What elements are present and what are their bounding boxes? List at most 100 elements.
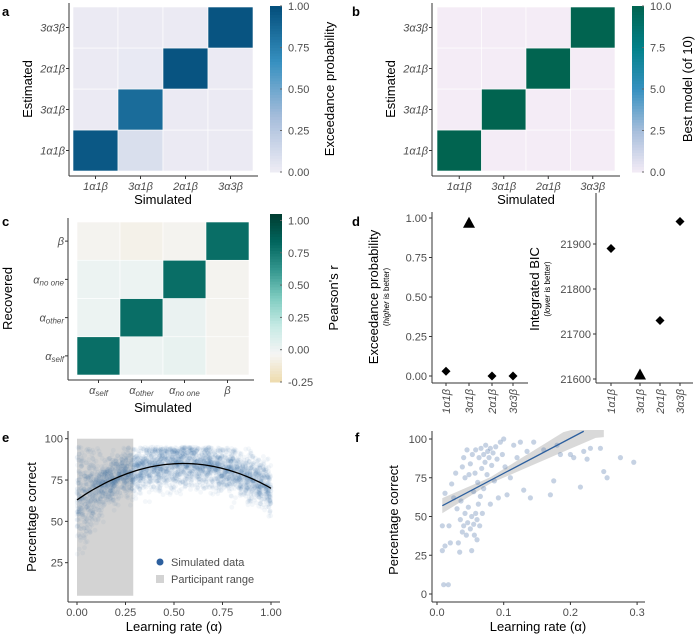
- simulated-point: [105, 466, 111, 472]
- simulated-point: [87, 500, 93, 505]
- simulated-point: [207, 456, 213, 462]
- simulated-point: [246, 469, 252, 475]
- simulated-point: [201, 447, 207, 453]
- simulated-point: [137, 472, 143, 478]
- simulated-point: [82, 453, 88, 458]
- colorbar-segment: [270, 58, 282, 62]
- simulated-point: [217, 456, 223, 462]
- heatmap-cell: [481, 88, 527, 131]
- simulated-point: [108, 470, 114, 476]
- simulated-point: [266, 469, 272, 474]
- colorbar-segment: [270, 331, 282, 335]
- simulated-point: [124, 454, 129, 460]
- simulated-point: [244, 485, 249, 491]
- colorbar-segment: [270, 365, 282, 369]
- simulated-point: [235, 457, 241, 463]
- simulated-point: [252, 480, 258, 486]
- simulated-point: [198, 456, 204, 461]
- colorbar-segment: [632, 55, 644, 60]
- simulated-point: [245, 485, 251, 491]
- heatmap-cell: [481, 129, 527, 172]
- participant-point: [584, 456, 590, 462]
- simulated-point: [261, 467, 266, 473]
- simulated-point: [95, 446, 100, 451]
- simulated-point: [96, 513, 102, 519]
- simulated-point: [109, 481, 115, 487]
- simulated-point: [77, 526, 83, 532]
- colorbar-tick-label: 2.5: [650, 126, 665, 138]
- colorbar-segment: [270, 300, 282, 305]
- colorbar-segment: [270, 80, 282, 84]
- simulated-point: [96, 508, 102, 513]
- simulated-point: [121, 468, 127, 474]
- simulated-point: [106, 494, 111, 499]
- simulated-point: [83, 470, 89, 476]
- simulated-point: [151, 484, 156, 490]
- simulated-point: [156, 470, 162, 476]
- simulated-point: [160, 473, 166, 479]
- x-axis-title: Learning rate (α): [490, 619, 586, 634]
- simulated-point: [177, 478, 182, 483]
- simulated-point: [149, 461, 155, 467]
- simulated-point: [205, 467, 211, 473]
- colorbar-tick-label: -0.25: [288, 377, 313, 389]
- simulated-point: [210, 458, 216, 463]
- y-tick-label: 100: [45, 434, 63, 446]
- simulated-point: [150, 475, 156, 481]
- simulated-point: [236, 479, 242, 484]
- simulated-point: [243, 464, 249, 470]
- colorbar-segment: [632, 77, 644, 82]
- participant-point: [471, 521, 477, 527]
- participant-point: [441, 582, 447, 588]
- simulated-point: [172, 450, 178, 456]
- simulated-point: [164, 449, 169, 455]
- simulated-point: [183, 481, 188, 487]
- simulated-point: [139, 458, 145, 464]
- simulated-point: [206, 460, 211, 466]
- simulated-point: [99, 507, 104, 513]
- simulated-point: [208, 460, 213, 465]
- simulated-point: [174, 463, 180, 469]
- colorbar-segment: [270, 275, 282, 279]
- colorbar-tick-label: 0.50: [288, 280, 309, 292]
- simulated-point: [246, 498, 251, 504]
- simulated-point: [110, 464, 116, 470]
- simulated-point: [232, 448, 237, 454]
- simulated-point: [92, 467, 98, 473]
- simulated-point: [108, 488, 114, 494]
- simulated-point: [237, 475, 243, 481]
- simulated-point: [134, 462, 140, 468]
- simulated-point: [115, 496, 121, 502]
- participant-point: [514, 455, 520, 461]
- simulated-point: [235, 478, 241, 484]
- simulated-point: [192, 466, 198, 471]
- simulated-point: [234, 465, 240, 471]
- simulated-point: [161, 477, 167, 483]
- simulated-point: [137, 472, 142, 477]
- simulated-point: [257, 465, 263, 471]
- simulated-point: [177, 467, 182, 473]
- participant-point: [478, 445, 484, 451]
- y-tick-label: 2α1β: [402, 64, 429, 76]
- simulated-point: [98, 488, 104, 494]
- simulated-point: [224, 445, 229, 451]
- simulated-point: [123, 479, 129, 485]
- simulated-point: [198, 456, 204, 462]
- simulated-point: [89, 504, 94, 510]
- simulated-point: [180, 452, 185, 458]
- simulated-point: [170, 456, 175, 462]
- x-axis-title: Simulated: [497, 192, 555, 207]
- simulated-point: [115, 486, 121, 492]
- colorbar-segment: [270, 75, 282, 79]
- heatmap-cell: [119, 298, 164, 338]
- colorbar-segment: [632, 105, 644, 109]
- x-tick-label: 0.75: [212, 607, 233, 619]
- colorbar-segment: [632, 36, 644, 40]
- simulated-point: [76, 509, 82, 515]
- simulated-point: [148, 473, 153, 479]
- simulated-point: [115, 502, 121, 508]
- simulated-point: [173, 448, 179, 453]
- simulated-point: [78, 445, 84, 451]
